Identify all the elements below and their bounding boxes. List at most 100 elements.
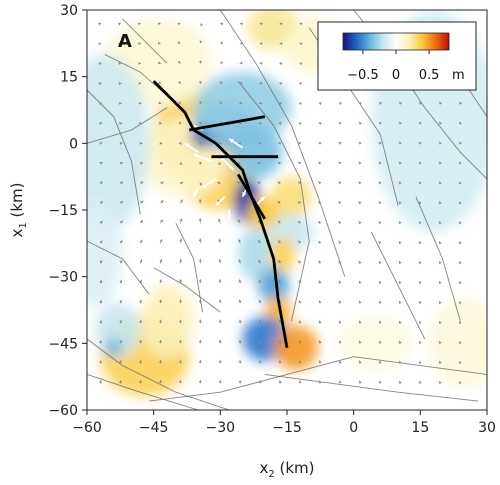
vector-arrow xyxy=(99,142,103,145)
y-axis-label-main: x xyxy=(8,229,26,238)
vector-arrow xyxy=(418,340,422,344)
vector-arrow xyxy=(139,319,142,324)
fault-trace xyxy=(219,10,346,277)
vector-arrow xyxy=(458,241,462,245)
vector-arrow xyxy=(179,279,182,284)
vector-arrow xyxy=(239,41,243,45)
uplift-patch xyxy=(271,176,312,217)
colorbar-gradient xyxy=(342,32,450,51)
vector-arrow xyxy=(278,360,282,364)
vector-arrow xyxy=(239,61,243,65)
vector-arrow xyxy=(358,360,362,364)
vector-arrow xyxy=(218,218,221,224)
vector-arrow xyxy=(117,22,122,26)
vector-arrow xyxy=(378,141,382,145)
vector-arrow xyxy=(236,200,241,204)
vector-arrow xyxy=(238,259,242,264)
vector-arrow xyxy=(119,161,124,165)
vector-arrow xyxy=(99,260,103,264)
vector-arrow xyxy=(259,22,263,26)
vector-arrow xyxy=(139,239,143,244)
vector-arrow xyxy=(177,80,182,85)
vector-arrow xyxy=(199,182,203,186)
vector-arrow xyxy=(297,200,301,205)
vector-arrow xyxy=(378,340,382,344)
vector-arrow xyxy=(418,260,422,265)
vector-arrow xyxy=(439,340,442,344)
subsidence-patch xyxy=(87,201,123,308)
x-tick-label: 15 xyxy=(411,420,429,436)
vector-arrow xyxy=(258,141,261,145)
vector-arrow xyxy=(438,101,443,105)
vector-arrow xyxy=(257,219,261,224)
vector-arrow xyxy=(318,260,322,264)
x-tick-label: 0 xyxy=(349,420,358,436)
colorbar-tick-label: −0.5 xyxy=(347,68,379,83)
vector-arrow xyxy=(219,41,224,44)
vector-arrow xyxy=(338,220,342,225)
vector-arrow xyxy=(278,380,282,384)
vector-arrow xyxy=(358,260,362,264)
vector-arrow xyxy=(378,161,382,165)
vector-arrow xyxy=(137,22,142,26)
vector-arrow xyxy=(398,380,402,384)
y-tick-label: 15 xyxy=(60,70,78,86)
vector-arrow xyxy=(139,121,143,125)
vector-arrow xyxy=(238,141,242,145)
y-tick-label: −45 xyxy=(48,336,78,352)
vector-arrow xyxy=(398,280,402,285)
vector-arrow xyxy=(418,300,422,305)
vector-arrow xyxy=(458,101,463,105)
vector-arrow xyxy=(99,360,102,364)
vector-arrow xyxy=(438,300,442,305)
vector-arrow xyxy=(258,299,262,304)
vector-arrow xyxy=(338,102,342,106)
vector-arrow xyxy=(257,181,261,185)
vector-arrow xyxy=(438,161,442,165)
panel-label: A xyxy=(118,31,132,52)
vector-arrow xyxy=(119,101,122,105)
x-tick-label: −30 xyxy=(206,420,236,436)
vector-arrow xyxy=(138,359,142,364)
colorbar-tick-label: 0 xyxy=(392,68,400,83)
vector-arrow xyxy=(118,62,122,66)
vector-arrow-large xyxy=(184,142,199,153)
vector-arrow xyxy=(238,359,242,364)
y-tick-label: 0 xyxy=(69,136,78,152)
vector-arrow xyxy=(358,380,362,384)
vector-arrow xyxy=(358,102,362,106)
vector-arrow xyxy=(238,339,242,344)
vector-arrow xyxy=(139,259,143,264)
vector-arrow xyxy=(118,82,122,85)
vector-arrow xyxy=(99,220,103,224)
y-tick-label: −30 xyxy=(48,270,78,286)
vector-arrow xyxy=(178,359,182,364)
vector-arrow xyxy=(98,42,102,46)
uplift-patch xyxy=(269,236,296,273)
vector-arrow xyxy=(119,239,123,244)
fault-trace xyxy=(87,338,230,410)
x-axis-label-subscript: 2 xyxy=(268,469,274,480)
vector-arrow xyxy=(378,121,382,125)
vector-arrow xyxy=(378,181,382,185)
subsidence-patch xyxy=(104,338,123,357)
vector-arrow xyxy=(118,380,122,384)
vector-arrow xyxy=(119,259,123,264)
vector-arrow xyxy=(438,261,442,265)
vector-arrow xyxy=(438,320,442,325)
vector-arrow xyxy=(178,339,182,344)
vector-arrow xyxy=(198,339,202,344)
vector-arrow xyxy=(278,240,282,244)
vector-arrow xyxy=(178,141,182,145)
vector-arrow xyxy=(277,181,281,185)
vector-arrow xyxy=(258,319,262,324)
vector-arrow xyxy=(179,161,183,165)
vector-arrow xyxy=(198,238,202,244)
vector-arrow xyxy=(198,279,202,284)
vector-arrow xyxy=(120,200,124,204)
vector-arrow xyxy=(398,121,402,125)
vector-arrow xyxy=(198,299,202,304)
vector-arrow xyxy=(199,60,203,64)
vector-arrow xyxy=(98,62,102,66)
vector-arrow xyxy=(140,219,144,224)
